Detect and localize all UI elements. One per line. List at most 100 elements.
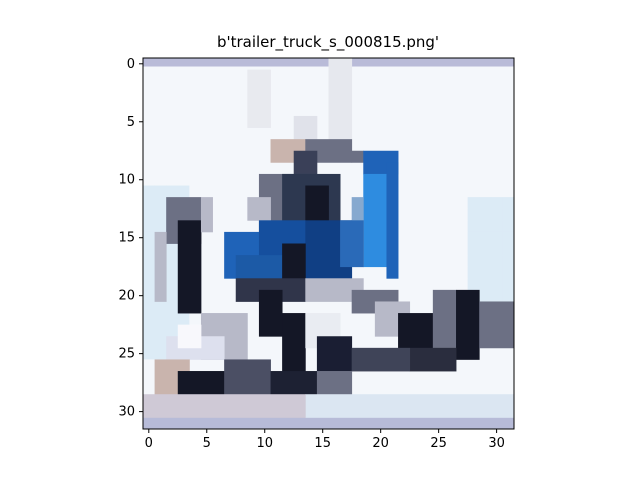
sky-pixel — [352, 383, 364, 395]
sky-pixel — [155, 209, 167, 221]
sky-pixel — [479, 371, 491, 383]
sky-pixel — [456, 128, 468, 140]
sky-pixel — [433, 116, 445, 128]
sky-pixel — [201, 81, 213, 93]
sky-pixel — [479, 70, 491, 82]
sky-pixel — [491, 81, 503, 93]
sky-pixel — [433, 70, 445, 82]
sky-pixel — [502, 81, 514, 93]
sky-pixel — [410, 139, 422, 151]
sky-pixel — [410, 93, 422, 105]
sky-pixel — [352, 336, 364, 348]
x-tick-label: 10 — [256, 436, 273, 451]
sky-pixel — [213, 93, 225, 105]
wheel — [317, 371, 352, 395]
x-tick-label: 20 — [372, 436, 389, 451]
sky-pixel — [143, 359, 155, 371]
sky-pixel — [352, 371, 364, 383]
sky-pixel — [213, 151, 225, 163]
sky-pixel — [491, 383, 503, 395]
blue-body — [340, 220, 364, 267]
sky-pixel — [178, 116, 190, 128]
sky-pixel — [444, 383, 456, 395]
sky-pixel — [155, 139, 167, 151]
sky-pixel — [479, 220, 491, 232]
sky-pixel — [363, 128, 375, 140]
sky-pixel — [352, 128, 364, 140]
sky-pixel — [340, 186, 352, 198]
sky-pixel — [201, 104, 213, 116]
y-tick-label: 5 — [127, 115, 135, 130]
sky-pixel — [213, 278, 225, 290]
sky-pixel — [444, 93, 456, 105]
sky-pixel — [317, 93, 329, 105]
sky-pixel — [143, 139, 155, 151]
sky-pixel — [271, 162, 283, 174]
sky-pixel — [201, 255, 213, 267]
sky-pixel — [433, 128, 445, 140]
sky-pixel — [166, 128, 178, 140]
sky-pixel — [189, 128, 201, 140]
sky-pixel — [502, 174, 514, 186]
sky-pixel — [468, 232, 480, 244]
sky-pixel — [421, 139, 433, 151]
sky-pixel — [444, 267, 456, 279]
sky-pixel — [502, 359, 514, 371]
sky-pixel — [502, 267, 514, 279]
sky-pixel — [213, 244, 225, 256]
y-tick-label: 20 — [118, 289, 135, 304]
cab — [305, 186, 329, 221]
sky-pixel — [294, 104, 306, 116]
sky-pixel — [491, 128, 503, 140]
sky-pixel — [236, 93, 248, 105]
sky-pixel — [433, 139, 445, 151]
sky-pixel — [247, 174, 259, 186]
sky-pixel — [479, 116, 491, 128]
cab-roof — [294, 151, 318, 175]
trailer-gear — [433, 290, 457, 348]
sky-pixel — [479, 197, 491, 209]
y-tick-label: 0 — [127, 57, 135, 72]
x-axis: 0 5 10 15 20 25 30 — [145, 429, 505, 451]
sky-pixel — [189, 186, 201, 198]
sky-pixel — [178, 186, 190, 198]
sky-pixel — [247, 348, 259, 360]
sky-pixel — [189, 139, 201, 151]
sky-pixel — [201, 278, 213, 290]
sky-pixel — [421, 81, 433, 93]
sky-pixel — [271, 93, 283, 105]
sky-pixel — [271, 70, 283, 82]
sky-pixel — [410, 371, 422, 383]
sky-pixel — [479, 278, 491, 290]
sky-pixel — [352, 325, 364, 337]
sky-pixel — [363, 383, 375, 395]
trailer-gear — [410, 348, 457, 372]
sky-pixel — [468, 383, 480, 395]
sky-pixel — [166, 313, 178, 325]
sky-pixel — [491, 70, 503, 82]
sky-pixel — [502, 93, 514, 105]
sky-pixel — [468, 174, 480, 186]
sky-pixel — [236, 151, 248, 163]
y-tick-label: 30 — [118, 405, 135, 420]
sky-pixel — [386, 104, 398, 116]
sky-pixel — [468, 151, 480, 163]
sky-pixel — [224, 162, 236, 174]
sky-pixel — [329, 301, 341, 313]
sky-pixel — [479, 128, 491, 140]
sky-pixel — [444, 104, 456, 116]
sky-pixel — [433, 383, 445, 395]
sky-pixel — [317, 301, 329, 313]
sky-pixel — [421, 104, 433, 116]
sky-pixel — [282, 162, 294, 174]
sky-pixel — [189, 313, 201, 325]
sky-pixel — [421, 232, 433, 244]
sky-pixel — [421, 93, 433, 105]
sky-pixel — [143, 290, 155, 302]
sky-pixel — [433, 220, 445, 232]
sky-pixel — [143, 197, 155, 209]
sky-pixel — [421, 301, 433, 313]
sky-pixel — [433, 174, 445, 186]
sky-pixel — [502, 128, 514, 140]
cab — [247, 197, 271, 221]
